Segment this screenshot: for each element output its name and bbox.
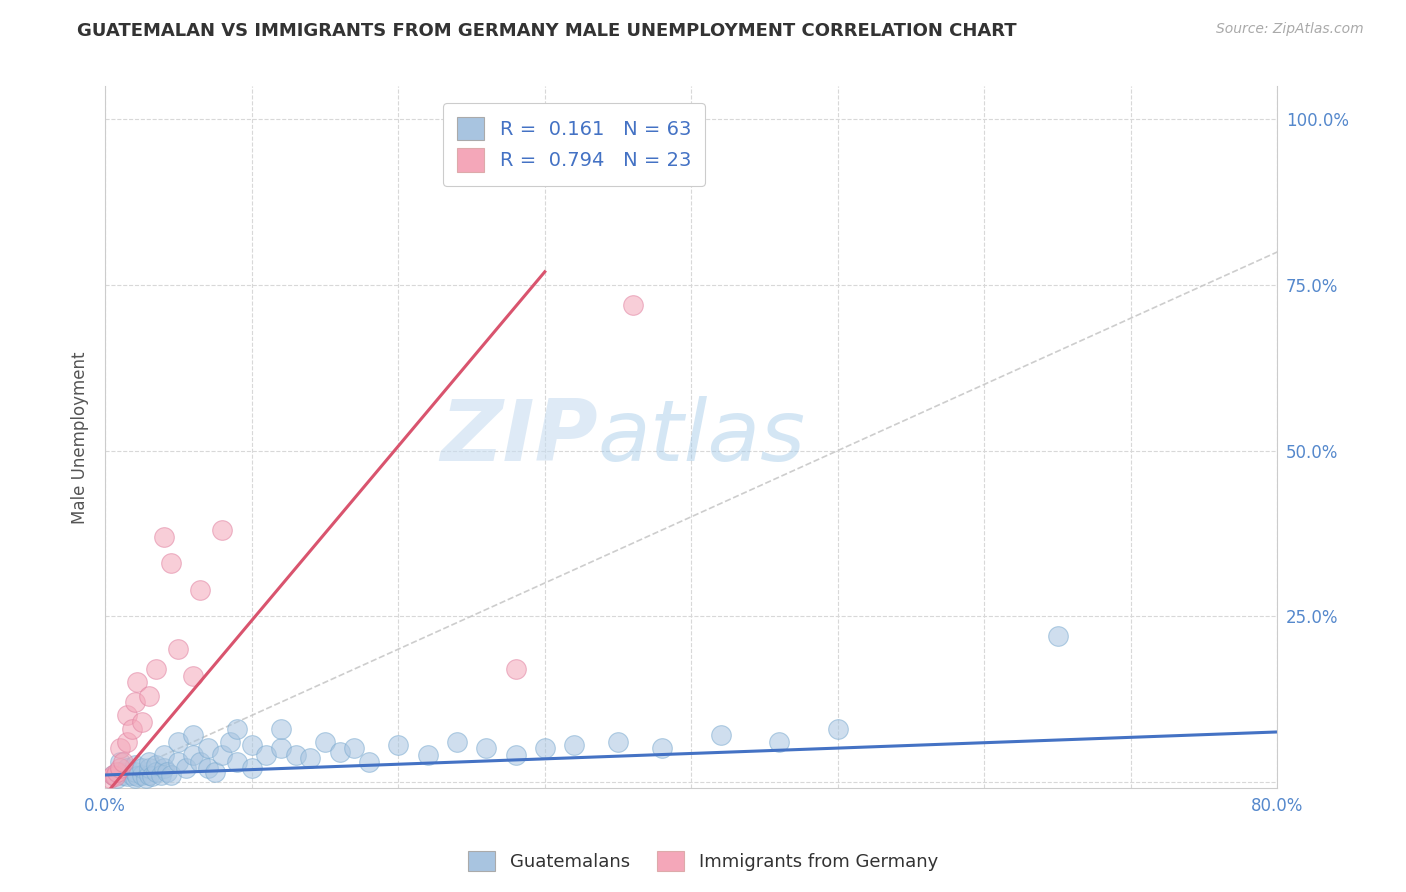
Point: [416, 748, 439, 763]
Point: [299, 751, 322, 765]
Point: [153, 530, 176, 544]
Point: [174, 761, 197, 775]
Point: [141, 769, 163, 783]
Point: [204, 764, 226, 779]
Point: [156, 764, 179, 779]
Point: [115, 708, 138, 723]
Point: [160, 556, 183, 570]
Point: [145, 662, 167, 676]
Point: [197, 761, 219, 775]
Point: [121, 768, 143, 782]
Point: [270, 722, 292, 736]
Point: [121, 722, 143, 736]
Point: [101, 768, 124, 782]
Point: [181, 748, 204, 763]
Point: [710, 728, 733, 742]
Point: [124, 772, 146, 786]
Point: [240, 761, 263, 775]
Point: [138, 689, 160, 703]
Point: [145, 758, 167, 772]
Point: [127, 769, 149, 783]
Point: [167, 735, 190, 749]
Point: [181, 728, 204, 742]
Point: [768, 735, 790, 749]
Point: [621, 298, 644, 312]
Point: [240, 738, 263, 752]
Point: [108, 764, 131, 779]
Point: [108, 761, 131, 775]
Point: [562, 738, 585, 752]
Point: [104, 769, 127, 783]
Point: [131, 714, 153, 729]
Point: [505, 662, 527, 676]
Point: [446, 735, 468, 749]
Point: [211, 523, 233, 537]
Point: [254, 748, 277, 763]
Point: [111, 768, 134, 782]
Point: [153, 761, 176, 775]
Point: [124, 764, 146, 779]
Point: [651, 741, 673, 756]
Point: [149, 768, 172, 782]
Point: [357, 755, 380, 769]
Point: [153, 748, 176, 763]
Point: [533, 741, 555, 756]
Point: [226, 722, 249, 736]
Point: [138, 768, 160, 782]
Point: [131, 768, 153, 782]
Point: [226, 755, 249, 769]
Point: [827, 722, 849, 736]
Point: [115, 761, 138, 775]
Legend: R =  0.161   N = 63, R =  0.794   N = 23: R = 0.161 N = 63, R = 0.794 N = 23: [443, 103, 704, 186]
Point: [218, 735, 240, 749]
Point: [124, 758, 146, 772]
Text: atlas: atlas: [598, 396, 806, 479]
Text: GUATEMALAN VS IMMIGRANTS FROM GERMANY MALE UNEMPLOYMENT CORRELATION CHART: GUATEMALAN VS IMMIGRANTS FROM GERMANY MA…: [77, 22, 1017, 40]
Point: [167, 642, 190, 657]
Text: ZIP: ZIP: [440, 396, 598, 479]
Point: [105, 764, 128, 779]
Point: [329, 745, 352, 759]
Point: [138, 761, 160, 775]
Point: [314, 735, 336, 749]
Point: [197, 741, 219, 756]
Y-axis label: Male Unemployment: Male Unemployment: [72, 351, 89, 524]
Point: [115, 769, 138, 783]
Point: [135, 772, 157, 786]
Point: [167, 755, 190, 769]
Point: [108, 741, 131, 756]
Point: [181, 668, 204, 682]
Point: [105, 772, 128, 786]
Point: [190, 582, 212, 597]
Point: [190, 755, 212, 769]
Point: [475, 741, 498, 756]
Point: [124, 695, 146, 709]
Point: [387, 738, 409, 752]
Point: [101, 768, 124, 782]
Point: [211, 748, 233, 763]
Point: [160, 768, 183, 782]
Point: [607, 735, 630, 749]
Point: [111, 755, 134, 769]
Point: [505, 748, 527, 763]
Point: [127, 675, 149, 690]
Point: [1046, 629, 1069, 643]
Point: [98, 772, 121, 786]
Point: [108, 755, 131, 769]
Point: [145, 764, 167, 779]
Text: Source: ZipAtlas.com: Source: ZipAtlas.com: [1216, 22, 1364, 37]
Legend: Guatemalans, Immigrants from Germany: Guatemalans, Immigrants from Germany: [461, 844, 945, 879]
Point: [284, 748, 307, 763]
Point: [115, 735, 138, 749]
Point: [138, 755, 160, 769]
Point: [131, 761, 153, 775]
Point: [270, 741, 292, 756]
Point: [343, 741, 366, 756]
